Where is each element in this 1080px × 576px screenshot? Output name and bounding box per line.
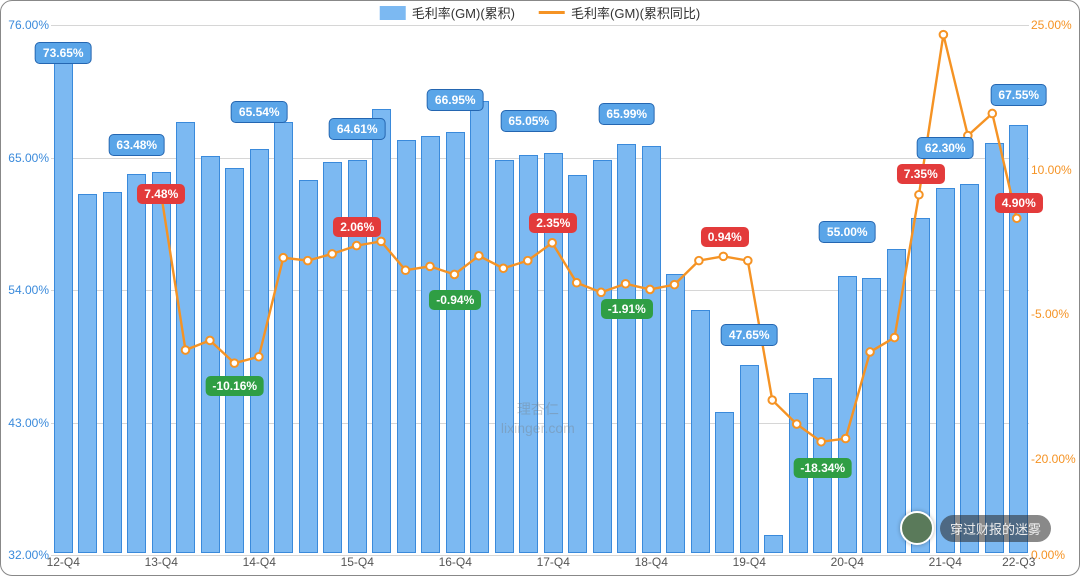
line-marker[interactable]: [402, 266, 410, 274]
line-value-callout: -18.34%: [793, 458, 852, 478]
line-marker[interactable]: [720, 253, 728, 261]
y-right-tick-label: -5.00%: [1031, 307, 1079, 321]
x-tick-label: 15-Q4: [341, 555, 374, 569]
x-tick-label: 17-Q4: [537, 555, 570, 569]
line-marker[interactable]: [866, 348, 874, 356]
legend: 毛利率(GM)(累积) 毛利率(GM)(累积同比): [380, 3, 701, 22]
line-marker[interactable]: [279, 254, 287, 262]
line-marker[interactable]: [768, 396, 776, 404]
dual-axis-bar-line-chart: 毛利率(GM)(累积) 毛利率(GM)(累积同比) 32.00% 43.00% 54…: [0, 0, 1080, 576]
x-tick-label: 12-Q4: [47, 555, 80, 569]
legend-swatch-line: [539, 11, 565, 14]
legend-item-line[interactable]: 毛利率(GM)(累积同比): [539, 3, 700, 22]
bar-value-callout: 65.05%: [500, 110, 557, 132]
line-value-callout: 0.94%: [701, 227, 749, 247]
line-marker[interactable]: [206, 337, 214, 345]
line-marker[interactable]: [573, 279, 581, 287]
line-marker[interactable]: [548, 239, 556, 247]
line-value-callout: 2.06%: [333, 217, 381, 237]
line-marker[interactable]: [255, 353, 263, 361]
line-marker[interactable]: [793, 420, 801, 428]
y-right-tick-label: 25.00%: [1031, 18, 1079, 32]
bar-value-callout: 47.65%: [721, 324, 778, 346]
line-marker[interactable]: [842, 435, 850, 443]
line-marker[interactable]: [646, 286, 654, 294]
bar-value-callout: 62.30%: [917, 137, 974, 159]
bar-value-callout: 65.54%: [231, 101, 288, 123]
x-tick-label: 14-Q4: [243, 555, 276, 569]
x-tick-label: 20-Q4: [831, 555, 864, 569]
y-left-tick-label: 43.00%: [1, 416, 49, 430]
legend-item-bar[interactable]: 毛利率(GM)(累积): [380, 3, 515, 22]
y-right-tick-label: 10.00%: [1031, 163, 1079, 177]
line-value-callout: -1.91%: [601, 299, 653, 319]
line-marker[interactable]: [304, 257, 312, 265]
bar-value-callout: 73.65%: [35, 42, 92, 64]
line-marker[interactable]: [915, 191, 923, 199]
y-left-tick-label: 32.00%: [1, 548, 49, 562]
line-marker[interactable]: [597, 289, 605, 297]
legend-label-bar: 毛利率(GM)(累积): [412, 3, 515, 22]
line-marker[interactable]: [426, 263, 434, 271]
line-value-callout: 4.90%: [995, 193, 1043, 213]
line-marker[interactable]: [353, 242, 361, 250]
line-marker[interactable]: [524, 257, 532, 265]
line-marker[interactable]: [989, 110, 997, 118]
y-right-tick-label: -20.00%: [1031, 452, 1079, 466]
plot-area: 理杏仁 lixinger.com 73.65%63.48%65.54%64.61…: [51, 25, 1029, 553]
line-marker[interactable]: [940, 31, 948, 39]
line-value-callout: 2.35%: [529, 213, 577, 233]
x-tick-label: 19-Q4: [733, 555, 766, 569]
x-tick-label: 21-Q4: [929, 555, 962, 569]
bar-value-callout: 66.95%: [427, 89, 484, 111]
line-value-callout: 7.48%: [137, 184, 185, 204]
line-path[interactable]: [161, 35, 1017, 442]
x-axis: 12-Q413-Q414-Q415-Q416-Q417-Q418-Q419-Q4…: [51, 555, 1029, 573]
legend-swatch-bar: [380, 6, 406, 20]
y-right-tick-label: 0.00%: [1031, 548, 1079, 562]
line-marker[interactable]: [1013, 214, 1021, 222]
y-axis-left: 32.00%43.00%54.00%65.00%76.00%: [1, 25, 49, 553]
line-marker[interactable]: [695, 257, 703, 265]
y-left-tick-label: 54.00%: [1, 283, 49, 297]
bar-value-callout: 55.00%: [819, 221, 876, 243]
line-marker[interactable]: [451, 271, 459, 279]
line-marker[interactable]: [475, 252, 483, 260]
bar-value-callout: 64.61%: [329, 118, 386, 140]
line-marker[interactable]: [744, 257, 752, 265]
line-value-callout: -10.16%: [205, 376, 264, 396]
line-marker[interactable]: [500, 265, 508, 273]
y-left-tick-label: 76.00%: [1, 18, 49, 32]
y-left-tick-label: 65.00%: [1, 151, 49, 165]
line-marker[interactable]: [182, 346, 190, 354]
line-marker[interactable]: [891, 334, 899, 342]
bar-value-callout: 67.55%: [990, 84, 1047, 106]
bar-value-callout: 65.99%: [598, 103, 655, 125]
x-tick-label: 16-Q4: [439, 555, 472, 569]
line-marker[interactable]: [377, 238, 385, 246]
line-marker[interactable]: [671, 281, 679, 289]
x-tick-label: 13-Q4: [145, 555, 178, 569]
line-value-callout: -0.94%: [429, 290, 481, 310]
line-layer: [51, 25, 1029, 554]
line-value-callout: 7.35%: [897, 164, 945, 184]
line-marker[interactable]: [622, 280, 630, 288]
x-tick-label: 22-Q3: [1002, 555, 1035, 569]
bar-value-callout: 63.48%: [108, 134, 165, 156]
line-marker[interactable]: [328, 250, 336, 258]
line-marker[interactable]: [817, 438, 825, 446]
legend-label-line: 毛利率(GM)(累积同比): [571, 3, 700, 22]
line-marker[interactable]: [231, 359, 239, 367]
chart-container: 毛利率(GM)(累积) 毛利率(GM)(累积同比) 32.00% 43.00% 54…: [0, 0, 1080, 576]
x-tick-label: 18-Q4: [635, 555, 668, 569]
